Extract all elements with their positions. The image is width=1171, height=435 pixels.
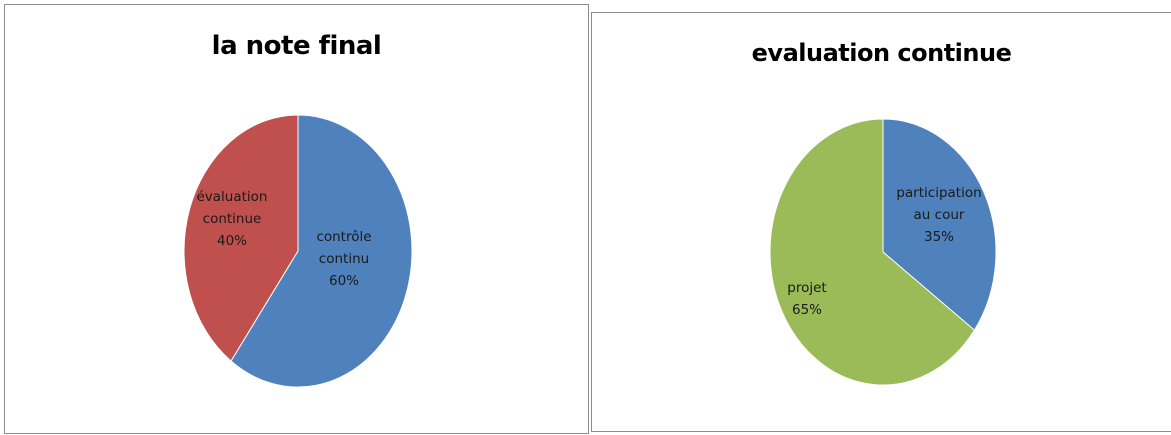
pie-chart: participation au cour 35% projet 65% xyxy=(769,118,997,386)
slice-name: contrôle xyxy=(316,229,371,245)
slice-percent: 65% xyxy=(792,302,822,318)
slice-label: évaluation continue 40% xyxy=(196,189,267,249)
slice-name: continu xyxy=(319,251,369,267)
chart-title: la note final xyxy=(211,31,382,61)
pie-slice xyxy=(183,114,299,362)
pie-chart: contrôle continu 60% évaluation continue 40% xyxy=(183,114,413,388)
slice-percent: 35% xyxy=(924,229,954,245)
slice-percent: 60% xyxy=(329,273,359,289)
chart-panel-evaluation-continue: evaluation continue participation au cour… xyxy=(591,12,1171,432)
slice-percent: 40% xyxy=(217,233,247,249)
pie-slice xyxy=(882,118,997,331)
slice-name: participation xyxy=(896,185,981,201)
pie-slice xyxy=(769,118,976,386)
slice-name: évaluation xyxy=(196,189,267,205)
slice-name: continue xyxy=(203,211,262,227)
chart-title: evaluation continue xyxy=(751,39,1012,67)
chart-panel-note-final: la note final contrôle continu 60% évaluati… xyxy=(4,4,589,434)
slice-label: projet 65% xyxy=(787,280,826,318)
slice-name: au cour xyxy=(914,207,965,223)
slice-name: projet xyxy=(787,280,826,296)
pie-slice xyxy=(230,114,413,388)
slice-label: contrôle continu 60% xyxy=(316,229,371,289)
slice-label: participation au cour 35% xyxy=(896,185,981,245)
